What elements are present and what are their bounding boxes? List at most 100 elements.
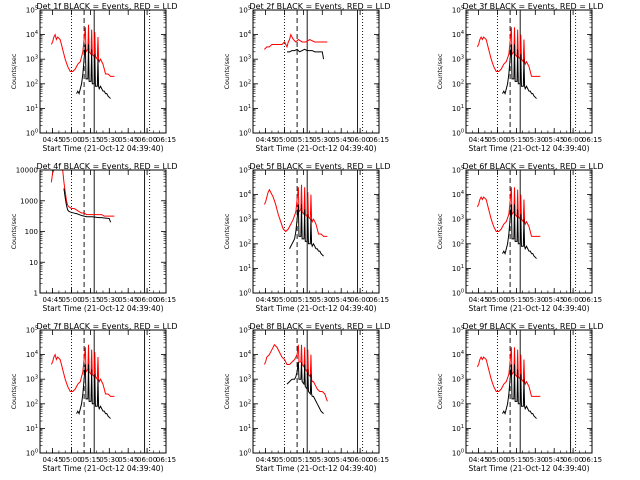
y-tick-label: 102 bbox=[26, 79, 38, 88]
x-tick-label: 06:15 bbox=[369, 456, 389, 464]
y-axis-label: Counts/sec bbox=[223, 373, 231, 409]
y-tick-label: 105 bbox=[26, 326, 38, 335]
y-tick-label: 105 bbox=[239, 326, 251, 335]
x-tick-label: 05:00 bbox=[274, 456, 294, 464]
x-tick-label: 06:15 bbox=[369, 296, 389, 304]
x-tick-label: 05:30 bbox=[525, 136, 545, 144]
y-tick-label: 10000 bbox=[16, 167, 38, 175]
x-axis-label: Start Time (21-Oct-12 04:39:40) bbox=[42, 304, 163, 313]
y-tick-label: 104 bbox=[452, 350, 464, 359]
x-tick-label: 05:15 bbox=[506, 296, 526, 304]
y-tick-label: 105 bbox=[452, 326, 464, 335]
x-tick-label: 06:15 bbox=[582, 456, 602, 464]
x-tick-label: 06:00 bbox=[563, 296, 583, 304]
x-tick-label: 05:45 bbox=[331, 136, 351, 144]
y-tick-label: 102 bbox=[239, 79, 251, 88]
series-events-line bbox=[63, 188, 112, 223]
y-tick-label: 105 bbox=[239, 166, 251, 175]
x-tick-label: 04:45 bbox=[469, 456, 489, 464]
x-axis-label: Start Time (21-Oct-12 04:39:40) bbox=[468, 304, 589, 313]
y-tick-label: 101 bbox=[239, 104, 251, 113]
x-tick-label: 06:15 bbox=[582, 136, 602, 144]
y-axis-label: Counts/sec bbox=[223, 53, 231, 89]
y-tick-label: 100 bbox=[239, 129, 251, 138]
series-events-line bbox=[76, 44, 111, 99]
panel-title: Det 2f BLACK = Events, RED = LLD bbox=[249, 2, 390, 11]
detector-panel-8: Det 8f BLACK = Events, RED = LLD Counts/s… bbox=[223, 322, 391, 473]
series-lld-line bbox=[50, 344, 115, 397]
x-axis-label: Start Time (21-Oct-12 04:39:40) bbox=[42, 144, 163, 153]
x-tick-label: 05:45 bbox=[118, 136, 138, 144]
y-tick-label: 1000 bbox=[20, 197, 38, 205]
y-tick-label: 103 bbox=[452, 55, 464, 64]
x-tick-label: 04:45 bbox=[43, 296, 63, 304]
plot-frame bbox=[465, 9, 593, 134]
x-tick-label: 05:30 bbox=[99, 456, 119, 464]
x-tick-label: 05:45 bbox=[331, 296, 351, 304]
y-tick-label: 104 bbox=[239, 350, 251, 359]
x-tick-label: 05:30 bbox=[525, 456, 545, 464]
plot-frame bbox=[39, 329, 167, 454]
y-tick-label: 102 bbox=[452, 79, 464, 88]
panel-title: Det 5f BLACK = Events, RED = LLD bbox=[249, 162, 390, 171]
detector-panel-3: Det 3f BLACK = Events, RED = LLD Counts/s… bbox=[436, 2, 604, 153]
x-tick-label: 06:00 bbox=[350, 456, 370, 464]
panel-title: Det 6f BLACK = Events, RED = LLD bbox=[462, 162, 603, 171]
y-axis-label: Counts/sec bbox=[10, 213, 18, 249]
y-tick-label: 103 bbox=[239, 215, 251, 224]
plot-frame bbox=[252, 169, 380, 294]
y-axis-label: Counts/sec bbox=[223, 213, 231, 249]
x-tick-label: 05:45 bbox=[544, 456, 564, 464]
y-tick-label: 105 bbox=[452, 166, 464, 175]
x-tick-label: 06:15 bbox=[369, 136, 389, 144]
panel-title: Det 8f BLACK = Events, RED = LLD bbox=[249, 322, 390, 331]
x-tick-label: 05:45 bbox=[544, 296, 564, 304]
y-tick-label: 101 bbox=[452, 104, 464, 113]
y-tick-label: 101 bbox=[26, 104, 38, 113]
plot-frame bbox=[252, 329, 380, 454]
y-tick-label: 105 bbox=[239, 6, 251, 15]
x-tick-label: 06:00 bbox=[350, 136, 370, 144]
y-tick-label: 103 bbox=[452, 375, 464, 384]
y-tick-label: 104 bbox=[452, 190, 464, 199]
y-axis-label: Counts/sec bbox=[10, 53, 18, 89]
x-axis-label: Start Time (21-Oct-12 04:39:40) bbox=[255, 464, 376, 473]
x-tick-label: 04:45 bbox=[43, 136, 63, 144]
panel-title: Det 9f BLACK = Events, RED = LLD bbox=[462, 322, 603, 331]
y-tick-label: 100 bbox=[239, 449, 251, 458]
x-tick-label: 05:15 bbox=[293, 136, 313, 144]
panel-title: Det 3f BLACK = Events, RED = LLD bbox=[462, 2, 603, 11]
x-tick-label: 06:00 bbox=[137, 456, 157, 464]
x-tick-label: 06:00 bbox=[350, 296, 370, 304]
series-lld-line bbox=[50, 169, 115, 217]
y-tick-label: 100 bbox=[452, 449, 464, 458]
x-tick-label: 04:45 bbox=[256, 456, 276, 464]
series-events-line bbox=[502, 364, 537, 419]
detector-panel-9: Det 9f BLACK = Events, RED = LLD Counts/s… bbox=[436, 322, 604, 473]
y-tick-label: 100 bbox=[26, 129, 38, 138]
y-tick-label: 1 bbox=[34, 290, 38, 298]
x-tick-label: 05:00 bbox=[274, 136, 294, 144]
series-events-line bbox=[286, 361, 324, 414]
x-tick-label: 06:15 bbox=[156, 136, 176, 144]
x-tick-label: 05:30 bbox=[99, 296, 119, 304]
y-tick-label: 101 bbox=[239, 424, 251, 433]
y-tick-label: 100 bbox=[26, 449, 38, 458]
x-tick-label: 05:30 bbox=[312, 456, 332, 464]
x-tick-label: 05:15 bbox=[80, 136, 100, 144]
y-tick-label: 10 bbox=[29, 259, 38, 267]
detector-panel-1: Det 1f BLACK = Events, RED = LLD Counts/s… bbox=[10, 2, 178, 153]
x-tick-label: 04:45 bbox=[469, 296, 489, 304]
y-axis-label: Counts/sec bbox=[436, 53, 444, 89]
y-tick-label: 104 bbox=[26, 350, 38, 359]
x-tick-label: 05:00 bbox=[61, 456, 81, 464]
series-lld-line bbox=[50, 24, 115, 77]
series-lld-line bbox=[263, 343, 328, 402]
x-tick-label: 06:00 bbox=[563, 136, 583, 144]
x-tick-label: 04:45 bbox=[43, 456, 63, 464]
y-tick-label: 104 bbox=[26, 30, 38, 39]
panel-title: Det 1f BLACK = Events, RED = LLD bbox=[36, 2, 177, 11]
x-tick-label: 04:45 bbox=[256, 136, 276, 144]
y-tick-label: 105 bbox=[26, 6, 38, 15]
x-tick-label: 04:45 bbox=[256, 296, 276, 304]
